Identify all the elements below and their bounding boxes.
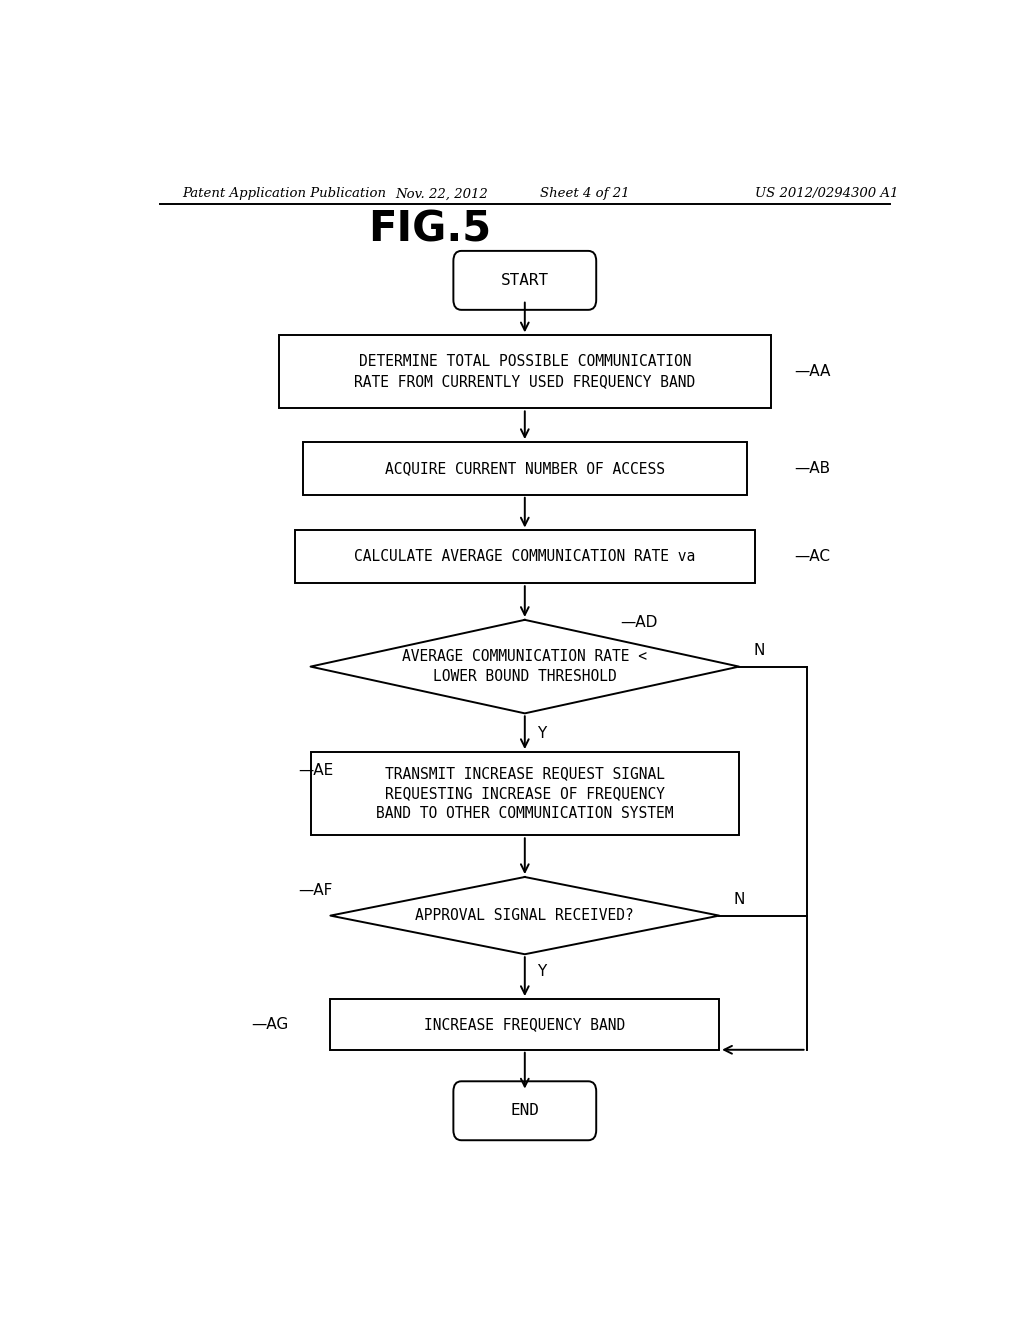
Text: US 2012/0294300 A1: US 2012/0294300 A1 — [755, 187, 898, 201]
FancyBboxPatch shape — [454, 251, 596, 310]
Bar — [331, 999, 719, 1049]
FancyBboxPatch shape — [454, 1081, 596, 1140]
Text: —AF: —AF — [299, 883, 333, 898]
Bar — [310, 752, 739, 836]
Text: —AE: —AE — [299, 763, 334, 777]
Text: N: N — [754, 643, 765, 659]
Text: AVERAGE COMMUNICATION RATE <
LOWER BOUND THRESHOLD: AVERAGE COMMUNICATION RATE < LOWER BOUND… — [402, 649, 647, 684]
Bar — [303, 442, 748, 495]
Bar — [295, 531, 755, 583]
Text: —AB: —AB — [795, 461, 830, 477]
Text: DETERMINE TOTAL POSSIBLE COMMUNICATION
RATE FROM CURRENTLY USED FREQUENCY BAND: DETERMINE TOTAL POSSIBLE COMMUNICATION R… — [354, 355, 695, 389]
Text: START: START — [501, 273, 549, 288]
Polygon shape — [310, 620, 739, 713]
Text: Patent Application Publication: Patent Application Publication — [182, 187, 386, 201]
Text: APPROVAL SIGNAL RECEIVED?: APPROVAL SIGNAL RECEIVED? — [416, 908, 634, 923]
Text: Sheet 4 of 21: Sheet 4 of 21 — [540, 187, 629, 201]
Text: END: END — [510, 1104, 540, 1118]
Text: —AD: —AD — [620, 615, 657, 631]
Bar — [279, 335, 771, 408]
Text: CALCULATE AVERAGE COMMUNICATION RATE va: CALCULATE AVERAGE COMMUNICATION RATE va — [354, 549, 695, 565]
Text: Y: Y — [537, 965, 546, 979]
Text: INCREASE FREQUENCY BAND: INCREASE FREQUENCY BAND — [424, 1016, 626, 1032]
Polygon shape — [331, 876, 719, 954]
Text: —AG: —AG — [251, 1016, 289, 1032]
Text: Y: Y — [537, 726, 546, 741]
Text: —AC: —AC — [795, 549, 830, 565]
Text: TRANSMIT INCREASE REQUEST SIGNAL
REQUESTING INCREASE OF FREQUENCY
BAND TO OTHER : TRANSMIT INCREASE REQUEST SIGNAL REQUEST… — [376, 767, 674, 821]
Text: FIG.5: FIG.5 — [368, 209, 492, 251]
Text: ACQUIRE CURRENT NUMBER OF ACCESS: ACQUIRE CURRENT NUMBER OF ACCESS — [385, 461, 665, 477]
Text: —AA: —AA — [795, 364, 831, 379]
Text: N: N — [733, 892, 744, 907]
Text: Nov. 22, 2012: Nov. 22, 2012 — [395, 187, 487, 201]
